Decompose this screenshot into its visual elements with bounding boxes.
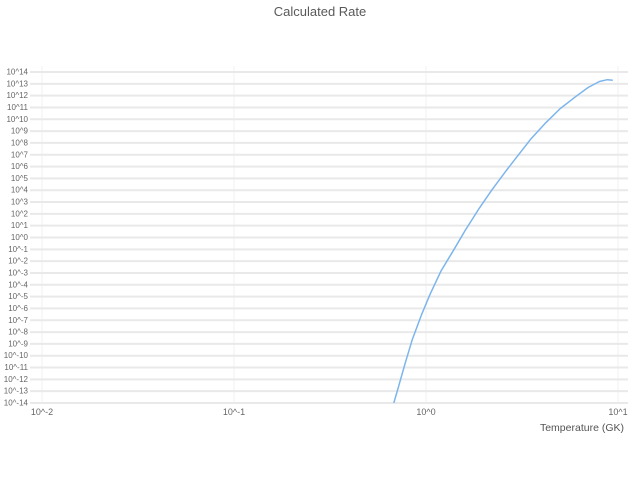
chart-title: Calculated Rate — [273, 4, 367, 19]
y-tick-label: 10^12 — [6, 91, 28, 100]
y-tick-label: 10^11 — [7, 103, 29, 112]
y-tick-label: 10^-10 — [4, 351, 29, 360]
x-tick-label: 10^1 — [608, 407, 627, 417]
y-tick-label: 10^14 — [6, 68, 28, 77]
y-tick-label: 10^-8 — [8, 328, 28, 337]
y-tick-label: 10^1 — [11, 221, 29, 230]
y-tick-label: 10^-2 — [8, 257, 28, 266]
y-tick-label: 10^-11 — [4, 363, 28, 372]
x-tick-label: 10^0 — [416, 407, 435, 417]
y-tick-label: 10^6 — [11, 162, 29, 171]
y-tick-label: 10^10 — [6, 115, 28, 124]
y-tick-label: 10^-7 — [8, 316, 28, 325]
y-tick-label: 10^9 — [11, 127, 29, 136]
x-tick-label: 10^-2 — [31, 407, 53, 417]
y-tick-label: 10^-13 — [4, 387, 29, 396]
y-tick-label: 10^2 — [11, 209, 29, 218]
y-tick-label: 10^8 — [11, 138, 29, 147]
y-tick-label: 10^3 — [11, 198, 29, 207]
y-tick-label: 10^4 — [11, 186, 29, 195]
y-tick-label: 10^-5 — [8, 292, 28, 301]
y-tick-label: 10^13 — [6, 79, 28, 88]
y-tick-label: 10^-1 — [8, 245, 28, 254]
y-tick-label: 10^7 — [11, 150, 29, 159]
y-tick-label: 10^5 — [11, 174, 29, 183]
rate-curve — [393, 78, 613, 403]
y-tick-label: 10^-3 — [8, 268, 28, 277]
y-tick-label: 10^-9 — [8, 339, 28, 348]
y-tick-label: 10^0 — [11, 233, 29, 242]
y-tick-label: 10^-6 — [8, 304, 28, 313]
y-tick-label: 10^-12 — [4, 375, 29, 384]
y-tick-label: 10^-14 — [4, 399, 29, 408]
x-tick-label: 10^-1 — [223, 407, 245, 417]
y-tick-label: 10^-4 — [8, 280, 28, 289]
x-axis-title: Temperature (GK) — [539, 422, 624, 434]
